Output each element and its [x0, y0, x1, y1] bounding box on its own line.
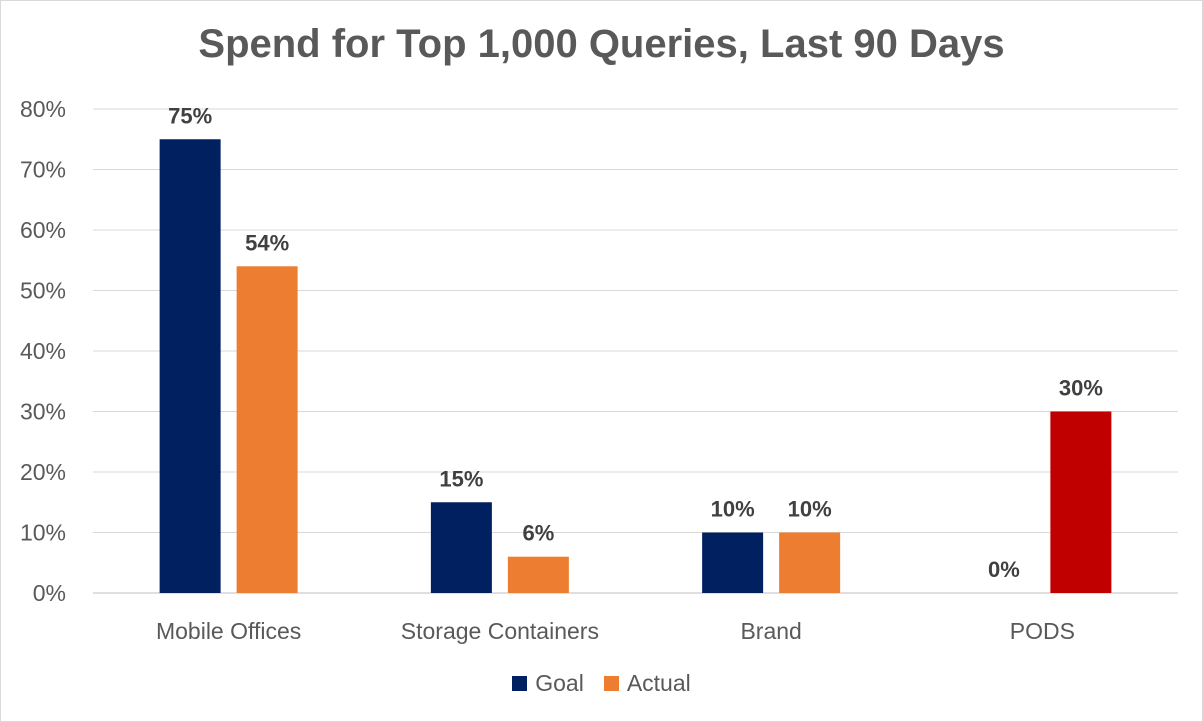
data-label: 6% [522, 521, 554, 546]
bar-goal [430, 502, 492, 593]
y-axis-ticks: 0% 10% 20% 30% 40% 50% 60% 70% 80% [20, 96, 66, 606]
data-labels: 75% 54% 15% 6% 10% 10% 0% 30% [168, 103, 1103, 582]
data-label: 10% [788, 497, 832, 522]
category-label: Brand [740, 618, 801, 644]
bars [159, 139, 1112, 593]
y-tick-label: 70% [20, 157, 66, 183]
category-label: Storage Containers [401, 618, 599, 644]
category-label: PODS [1010, 618, 1075, 644]
y-tick-label: 20% [20, 459, 66, 485]
bar-goal [159, 139, 221, 593]
legend-item-actual: Actual [603, 670, 691, 697]
y-tick-label: 30% [20, 399, 66, 425]
data-label: 54% [245, 230, 289, 255]
data-label: 30% [1059, 376, 1103, 401]
y-tick-label: 60% [20, 217, 66, 243]
category-label: Mobile Offices [156, 618, 301, 644]
y-tick-label: 0% [33, 580, 66, 606]
chart-title: Spend for Top 1,000 Queries, Last 90 Day… [198, 22, 1005, 66]
legend-swatch-goal [512, 676, 528, 691]
y-tick-label: 40% [20, 338, 66, 364]
legend: Goal Actual [0, 670, 1203, 697]
category-labels: Mobile Offices Storage Containers Brand POD… [156, 618, 1075, 644]
data-label: 15% [439, 466, 483, 491]
bar-actual [507, 556, 569, 593]
bar-goal [702, 532, 764, 593]
y-tick-label: 10% [20, 520, 66, 546]
bar-actual [779, 532, 841, 593]
legend-item-goal: Goal [512, 670, 584, 697]
legend-label-goal: Goal [535, 670, 584, 696]
y-tick-label: 50% [20, 278, 66, 304]
bar-actual [236, 266, 298, 593]
data-label: 10% [711, 497, 755, 522]
data-label: 0% [988, 557, 1020, 582]
legend-label-actual: Actual [626, 670, 691, 696]
y-tick-label: 80% [20, 96, 66, 122]
bar-actual [1050, 411, 1112, 593]
legend-swatch-actual [603, 676, 619, 691]
data-label: 75% [168, 103, 212, 128]
